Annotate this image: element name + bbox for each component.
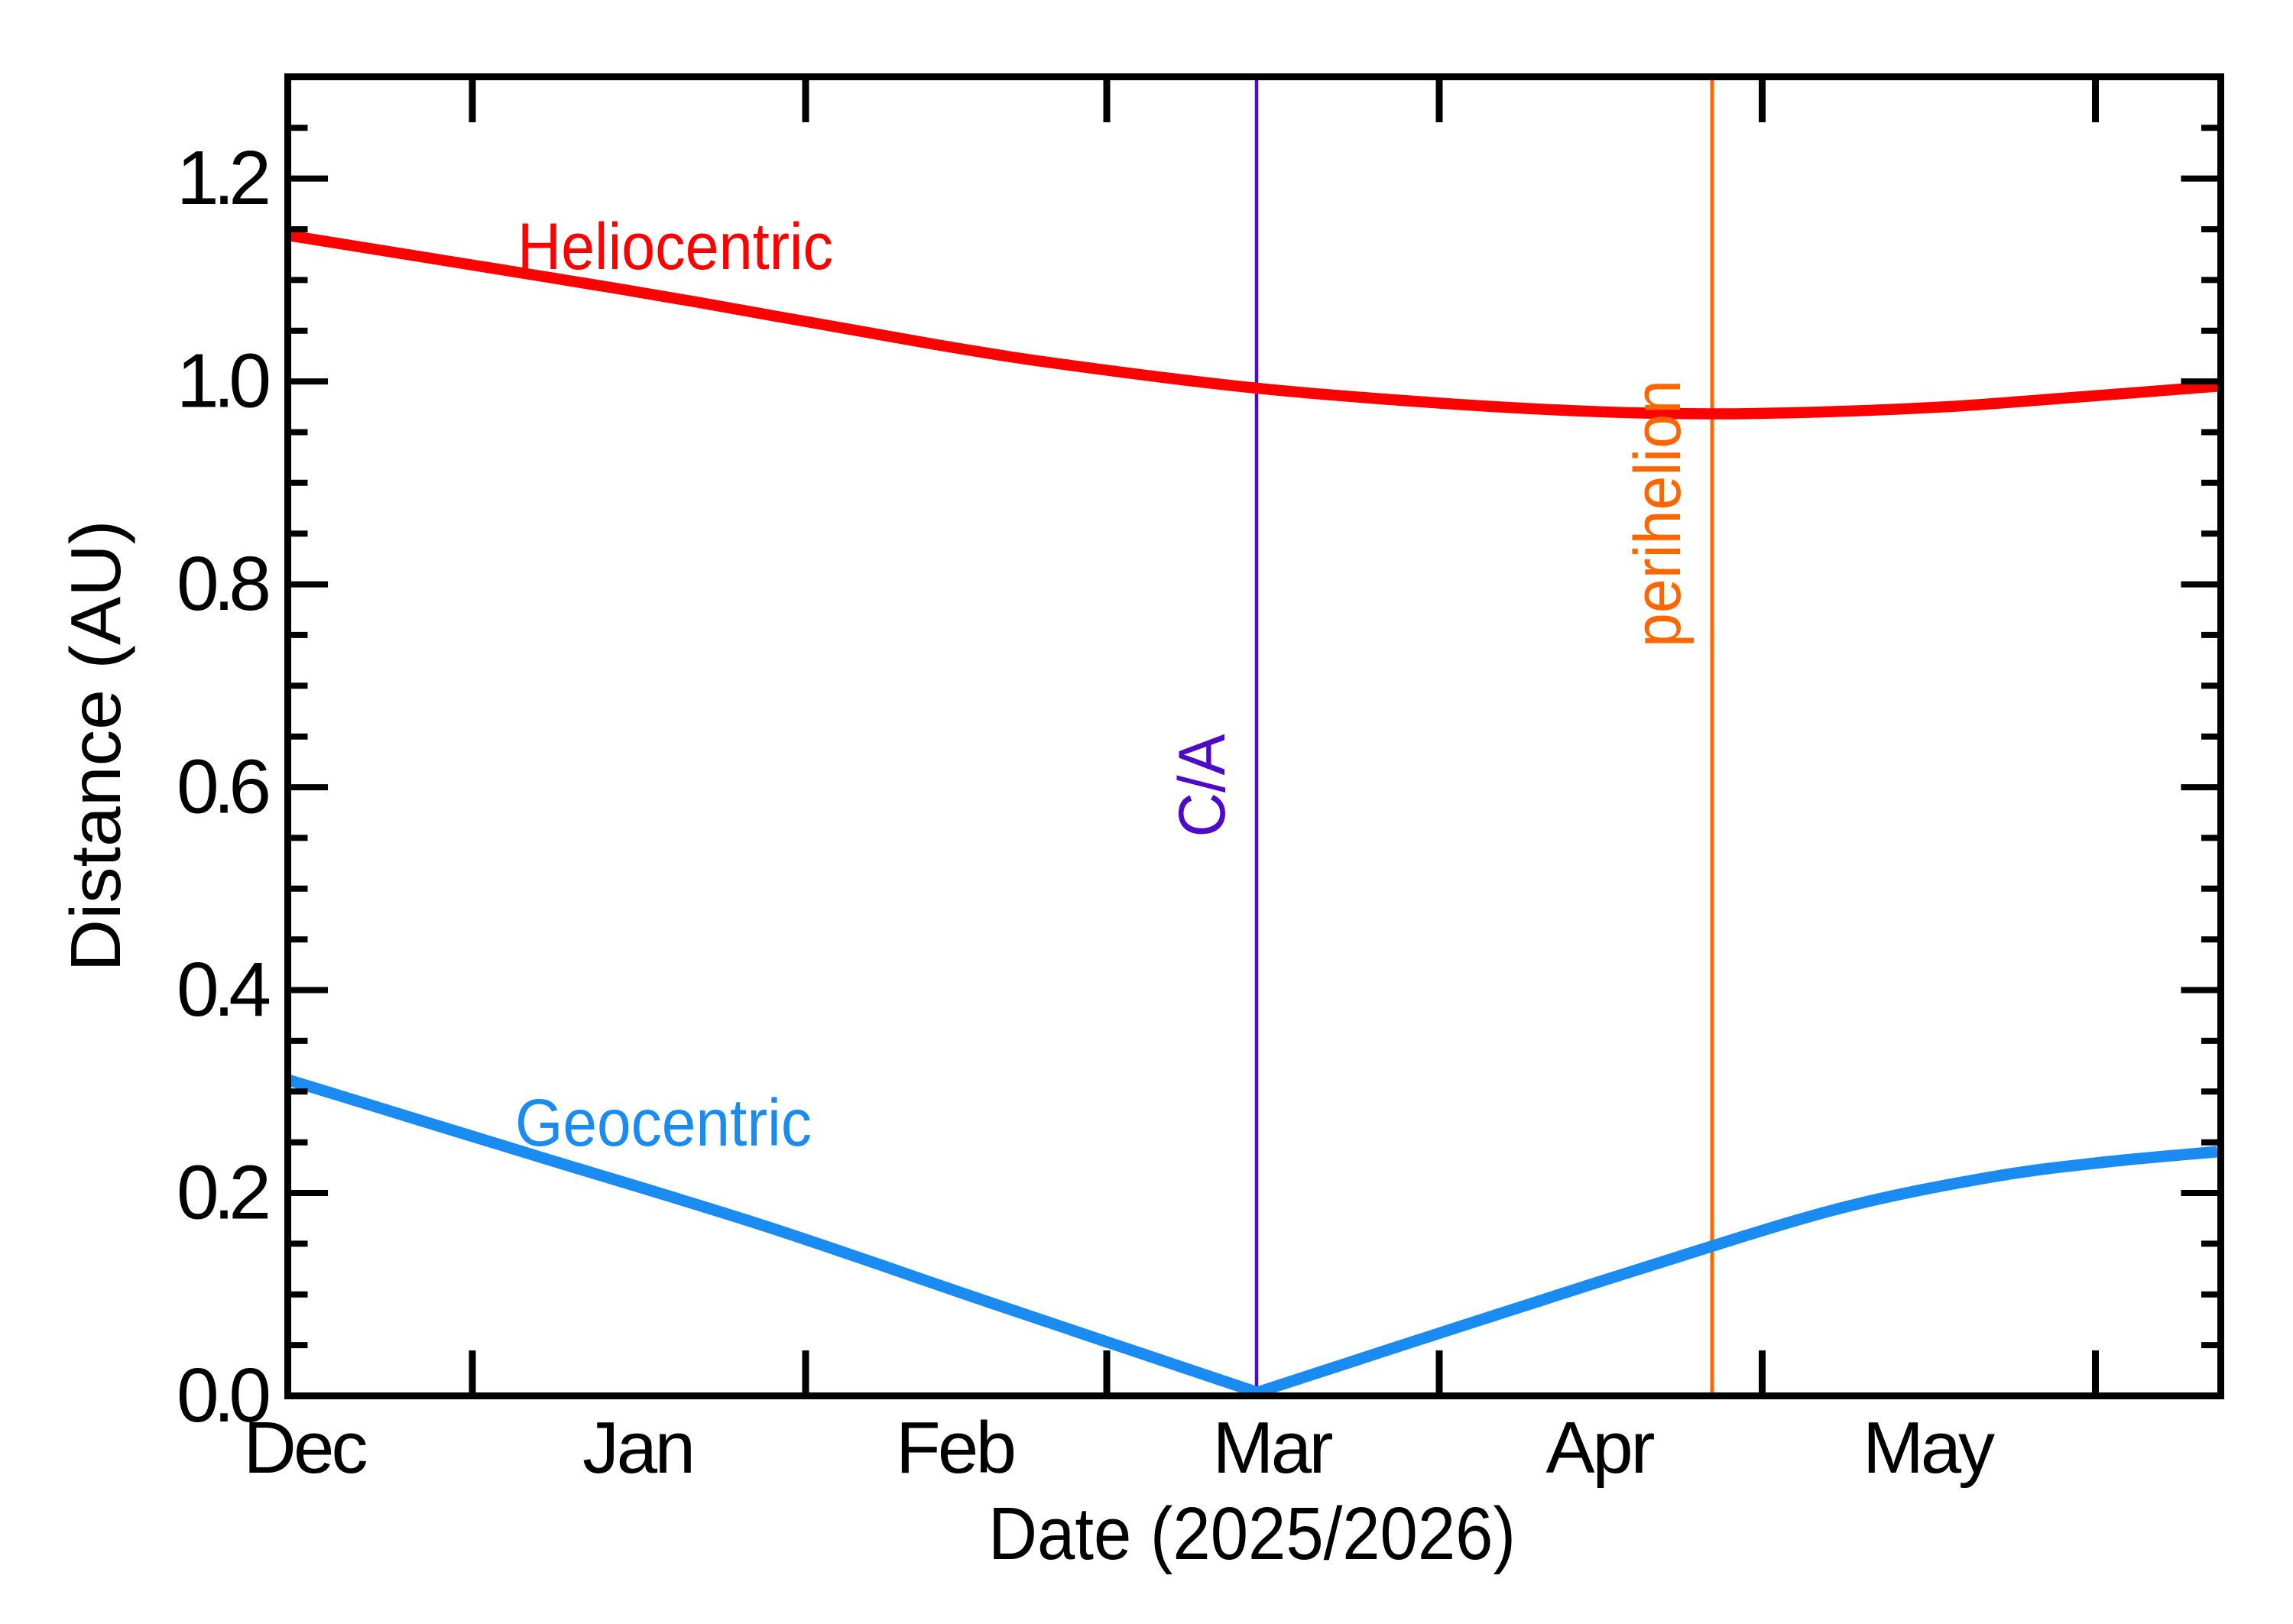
svg-text:May: May	[1863, 1407, 1995, 1489]
svg-text:Dec: Dec	[244, 1407, 368, 1489]
svg-text:0.4: 0.4	[177, 947, 271, 1032]
svg-text:1.0: 1.0	[177, 338, 271, 423]
svg-text:0.6: 0.6	[177, 744, 271, 830]
svg-text:1.2: 1.2	[177, 135, 271, 221]
svg-text:Heliocentric: Heliocentric	[517, 210, 833, 284]
svg-text:Mar: Mar	[1213, 1407, 1334, 1489]
svg-text:Geocentric: Geocentric	[515, 1086, 812, 1160]
svg-text:Distance (AU): Distance (AU)	[56, 520, 135, 972]
svg-text:perihelion: perihelion	[1621, 380, 1695, 647]
svg-text:0.2: 0.2	[177, 1150, 271, 1236]
svg-text:Jan: Jan	[582, 1407, 696, 1489]
svg-text:Apr: Apr	[1546, 1407, 1656, 1489]
svg-text:C/A: C/A	[1166, 734, 1239, 838]
svg-text:0.8: 0.8	[177, 541, 271, 627]
svg-text:Feb: Feb	[896, 1407, 1017, 1489]
svg-text:0.0: 0.0	[177, 1353, 271, 1438]
svg-text:Date (2025/2026): Date (2025/2026)	[988, 1492, 1516, 1575]
